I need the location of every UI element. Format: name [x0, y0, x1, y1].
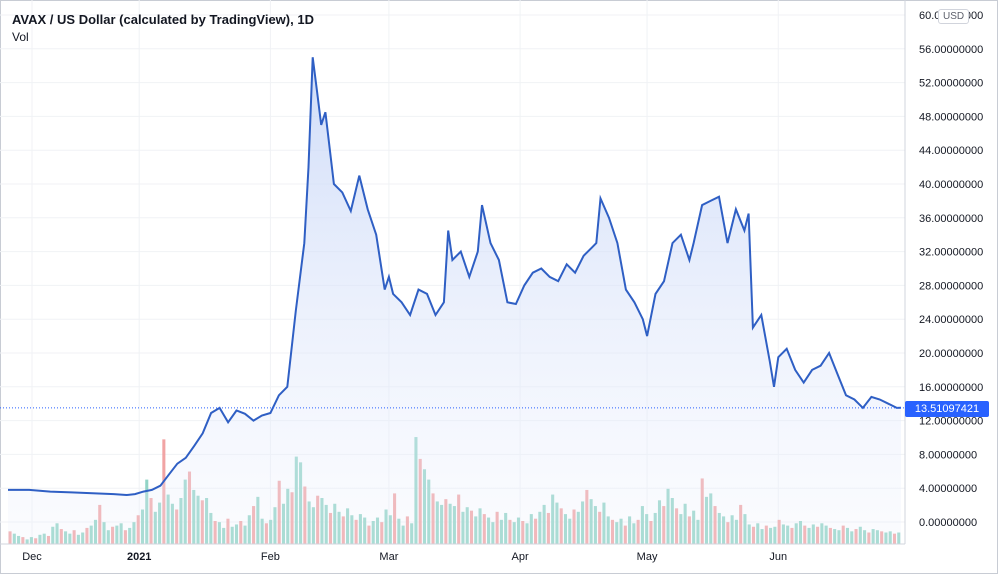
y-tick-label: 40.00000000 [919, 179, 983, 191]
y-tick-label: 32.00000000 [919, 247, 983, 259]
x-tick-label: Apr [512, 551, 529, 563]
chart-title: AVAX / US Dollar (calculated by TradingV… [12, 12, 314, 27]
y-tick-label: 48.00000000 [919, 111, 983, 123]
x-tick-label: Mar [379, 551, 398, 563]
currency-badge[interactable]: USD [938, 9, 970, 24]
y-tick-label: 36.00000000 [919, 213, 983, 225]
y-tick-label: 12.00000000 [919, 416, 983, 428]
y-tick-label: 8.00000000 [919, 449, 977, 461]
y-tick-label: 24.00000000 [919, 314, 983, 326]
price-area [8, 57, 901, 545]
price-axis[interactable]: 60.0000000056.0000000052.0000000048.0000… [919, 10, 983, 529]
y-tick-label: 16.00000000 [919, 382, 983, 394]
x-tick-label: 2021 [127, 551, 151, 563]
x-tick-label: Feb [261, 551, 280, 563]
time-axis[interactable]: Dec 2021 Feb Mar Apr May Jun [22, 551, 787, 563]
x-tick-label: Jun [769, 551, 787, 563]
x-tick-label: May [637, 551, 658, 563]
y-tick-label: 52.00000000 [919, 78, 983, 90]
volume-label[interactable]: Vol [12, 30, 29, 44]
price-line [8, 57, 902, 497]
y-tick-label: 44.00000000 [919, 145, 983, 157]
x-tick-label: Dec [22, 551, 42, 563]
y-tick-label: 20.00000000 [919, 348, 983, 360]
y-tick-label: 28.00000000 [919, 280, 983, 292]
y-tick-label: 4.00000000 [919, 483, 977, 495]
y-tick-label: 56.00000000 [919, 44, 983, 56]
y-tick-label: 0.00000000 [919, 517, 977, 529]
last-price-tag: 13.51097421 [905, 401, 989, 417]
